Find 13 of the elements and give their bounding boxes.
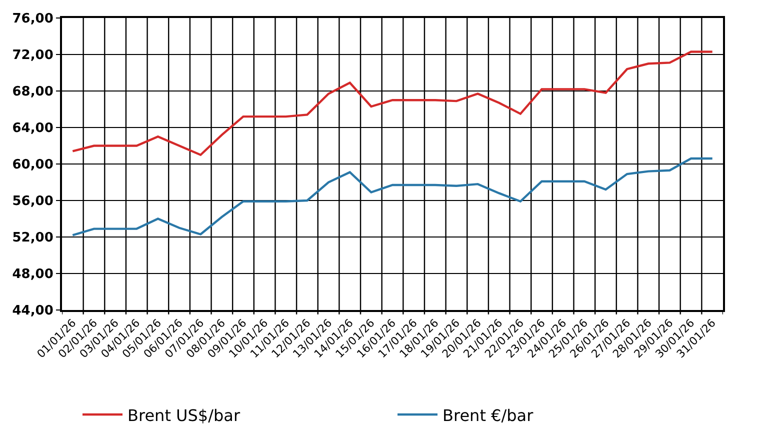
line-series <box>72 157 714 236</box>
y-tick-label: 60,00 <box>12 158 54 173</box>
y-tick-label: 68,00 <box>12 84 54 100</box>
y-tick-label: 64,00 <box>12 121 54 136</box>
y-tick-label: 44,00 <box>12 304 54 319</box>
y-tick-label: 72,00 <box>12 48 54 64</box>
legend-label: Brent US$/bar <box>128 406 240 425</box>
y-tick-label: 52,00 <box>12 230 54 246</box>
line-series <box>72 50 714 156</box>
y-tick-label: 48,00 <box>12 267 54 282</box>
legend-label: Brent €/bar <box>442 406 534 425</box>
y-tick-label: 76,00 <box>12 12 54 27</box>
y-tick-label: 56,00 <box>12 194 54 210</box>
